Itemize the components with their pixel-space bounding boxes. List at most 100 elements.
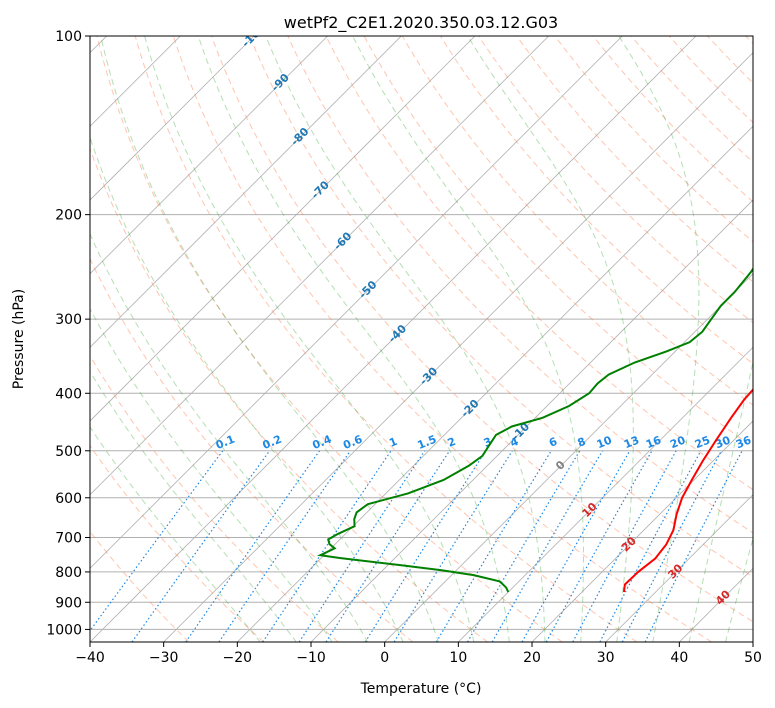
y-tick-label: 600 bbox=[55, 491, 82, 507]
dry-adiabat bbox=[90, 444, 264, 642]
y-tick-label: 700 bbox=[55, 531, 82, 547]
mixing-ratio-line bbox=[218, 450, 351, 642]
mixing-ratio-line bbox=[435, 450, 552, 642]
isotherm-label: -90 bbox=[269, 71, 292, 94]
x-tick-label: 30 bbox=[597, 650, 615, 666]
moist-adiabat bbox=[688, 359, 753, 642]
isotherm-label: -80 bbox=[288, 125, 311, 148]
dry-adiabat bbox=[516, 36, 753, 283]
moist-adiabat bbox=[265, 36, 546, 642]
isotherm-label: -40 bbox=[386, 322, 409, 345]
mixing-ratio-line bbox=[131, 450, 271, 642]
y-tick-label: 100 bbox=[55, 29, 82, 45]
isotherm-line bbox=[90, 36, 549, 496]
mixing-ratio-line bbox=[466, 450, 581, 642]
moist-adiabat bbox=[100, 36, 439, 642]
mixing-ratio-line bbox=[298, 450, 426, 642]
isotherm-line bbox=[90, 36, 697, 642]
dry-adiabat bbox=[401, 36, 753, 406]
isotherm-label: -30 bbox=[417, 364, 440, 387]
dry-adiabat bbox=[707, 36, 753, 84]
isotherm-line bbox=[90, 36, 623, 569]
x-tick-label: −30 bbox=[149, 650, 179, 666]
mixing-ratio-line bbox=[262, 450, 392, 642]
isotherm-line bbox=[90, 36, 255, 201]
isotherm-line bbox=[310, 199, 753, 642]
dry-adiabat bbox=[669, 36, 753, 124]
y-tick-label: 400 bbox=[55, 386, 82, 402]
isotherm-label: -50 bbox=[356, 278, 379, 301]
mixing-ratio-line bbox=[599, 450, 702, 642]
temperature-profile bbox=[622, 388, 753, 593]
mixing-ratio-label: 36 bbox=[734, 433, 753, 451]
mixing-ratio-line bbox=[572, 450, 677, 642]
mixing-ratio-label: 1.5 bbox=[415, 433, 438, 452]
dry-adiabat bbox=[172, 36, 712, 642]
mixing-ratio-line bbox=[545, 450, 653, 642]
x-tick-label: −40 bbox=[75, 650, 105, 666]
dewpoint-profile bbox=[316, 267, 753, 593]
x-axis-label: Temperature (°C) bbox=[360, 681, 482, 697]
dry-adiabat bbox=[554, 36, 753, 243]
y-axis-label: Pressure (hPa) bbox=[11, 289, 27, 389]
dry-adiabat bbox=[478, 36, 753, 324]
x-tick-label: 10 bbox=[449, 650, 467, 666]
y-tick-label: 800 bbox=[55, 565, 82, 581]
mixing-ratio-label: 0.2 bbox=[261, 433, 284, 452]
y-tick-label: 200 bbox=[55, 208, 82, 224]
mixing-ratio-line bbox=[325, 450, 451, 642]
mixing-ratio-label: 20 bbox=[668, 433, 687, 451]
isotherm-line bbox=[384, 273, 753, 642]
moist-adiabat bbox=[618, 36, 700, 642]
dry-adiabat bbox=[90, 147, 488, 642]
chart-title: wetPf2_C2E1.2020.350.03.12.G03 bbox=[284, 13, 558, 33]
moist-adiabat bbox=[90, 370, 297, 642]
mixing-ratio-label: 0.1 bbox=[214, 433, 237, 452]
axes: −40 −30 −20 −10 0 10 20 30 40 5010020030040050060… bbox=[46, 29, 762, 666]
isotherm-line bbox=[163, 52, 753, 642]
mixing-ratio-line bbox=[393, 450, 513, 642]
isotherm-line bbox=[90, 36, 328, 275]
dry-adiabat bbox=[96, 36, 563, 642]
dry-adiabat bbox=[592, 36, 753, 203]
mixing-ratio-label: 3 bbox=[482, 435, 494, 450]
moist-adiabat bbox=[197, 36, 510, 642]
dry-adiabat bbox=[249, 36, 753, 578]
mixing-ratio-line bbox=[521, 450, 631, 642]
moist-adiabat bbox=[467, 36, 634, 642]
moist-adiabat bbox=[90, 307, 333, 642]
mixing-ratio-line bbox=[185, 450, 321, 642]
y-tick-label: 300 bbox=[55, 312, 82, 328]
moist-adiabat bbox=[90, 135, 404, 642]
y-tick-label: 1000 bbox=[46, 622, 82, 638]
moist-adiabat bbox=[352, 36, 584, 642]
plot-frame bbox=[89, 35, 754, 643]
mixing-ratio-label: 0.6 bbox=[341, 433, 364, 452]
isotherm-line bbox=[531, 420, 753, 642]
dry-adiabat bbox=[134, 36, 638, 642]
isotherm-line bbox=[752, 641, 753, 642]
dry-adiabat bbox=[325, 36, 753, 491]
dry-adiabat bbox=[363, 36, 753, 448]
x-tick-label: 0 bbox=[380, 650, 389, 666]
mixing-ratio-label: 6 bbox=[547, 435, 559, 450]
x-tick-label: −20 bbox=[223, 650, 253, 666]
mixing-ratio-label: 13 bbox=[622, 433, 641, 451]
isotherm-line bbox=[458, 346, 753, 642]
moist-adiabat bbox=[90, 426, 261, 642]
x-tick-label: 40 bbox=[670, 650, 688, 666]
mixing-ratio-line bbox=[491, 450, 603, 642]
mixing-ratio-label: 1 bbox=[387, 435, 399, 450]
dry-adiabat bbox=[440, 36, 753, 365]
mixing-ratio-label: 16 bbox=[644, 433, 663, 451]
x-tick-label: 50 bbox=[744, 650, 762, 666]
y-tick-label: 500 bbox=[55, 444, 82, 460]
dry-adiabat bbox=[630, 36, 753, 163]
mixing-ratio-label: 8 bbox=[576, 435, 588, 450]
dry-adiabat bbox=[90, 530, 190, 642]
isotherm-line bbox=[605, 494, 753, 642]
isotherm-label: -70 bbox=[309, 178, 332, 201]
mixing-ratio-label: 30 bbox=[713, 433, 732, 451]
isotherm-label: 0 bbox=[553, 458, 568, 473]
